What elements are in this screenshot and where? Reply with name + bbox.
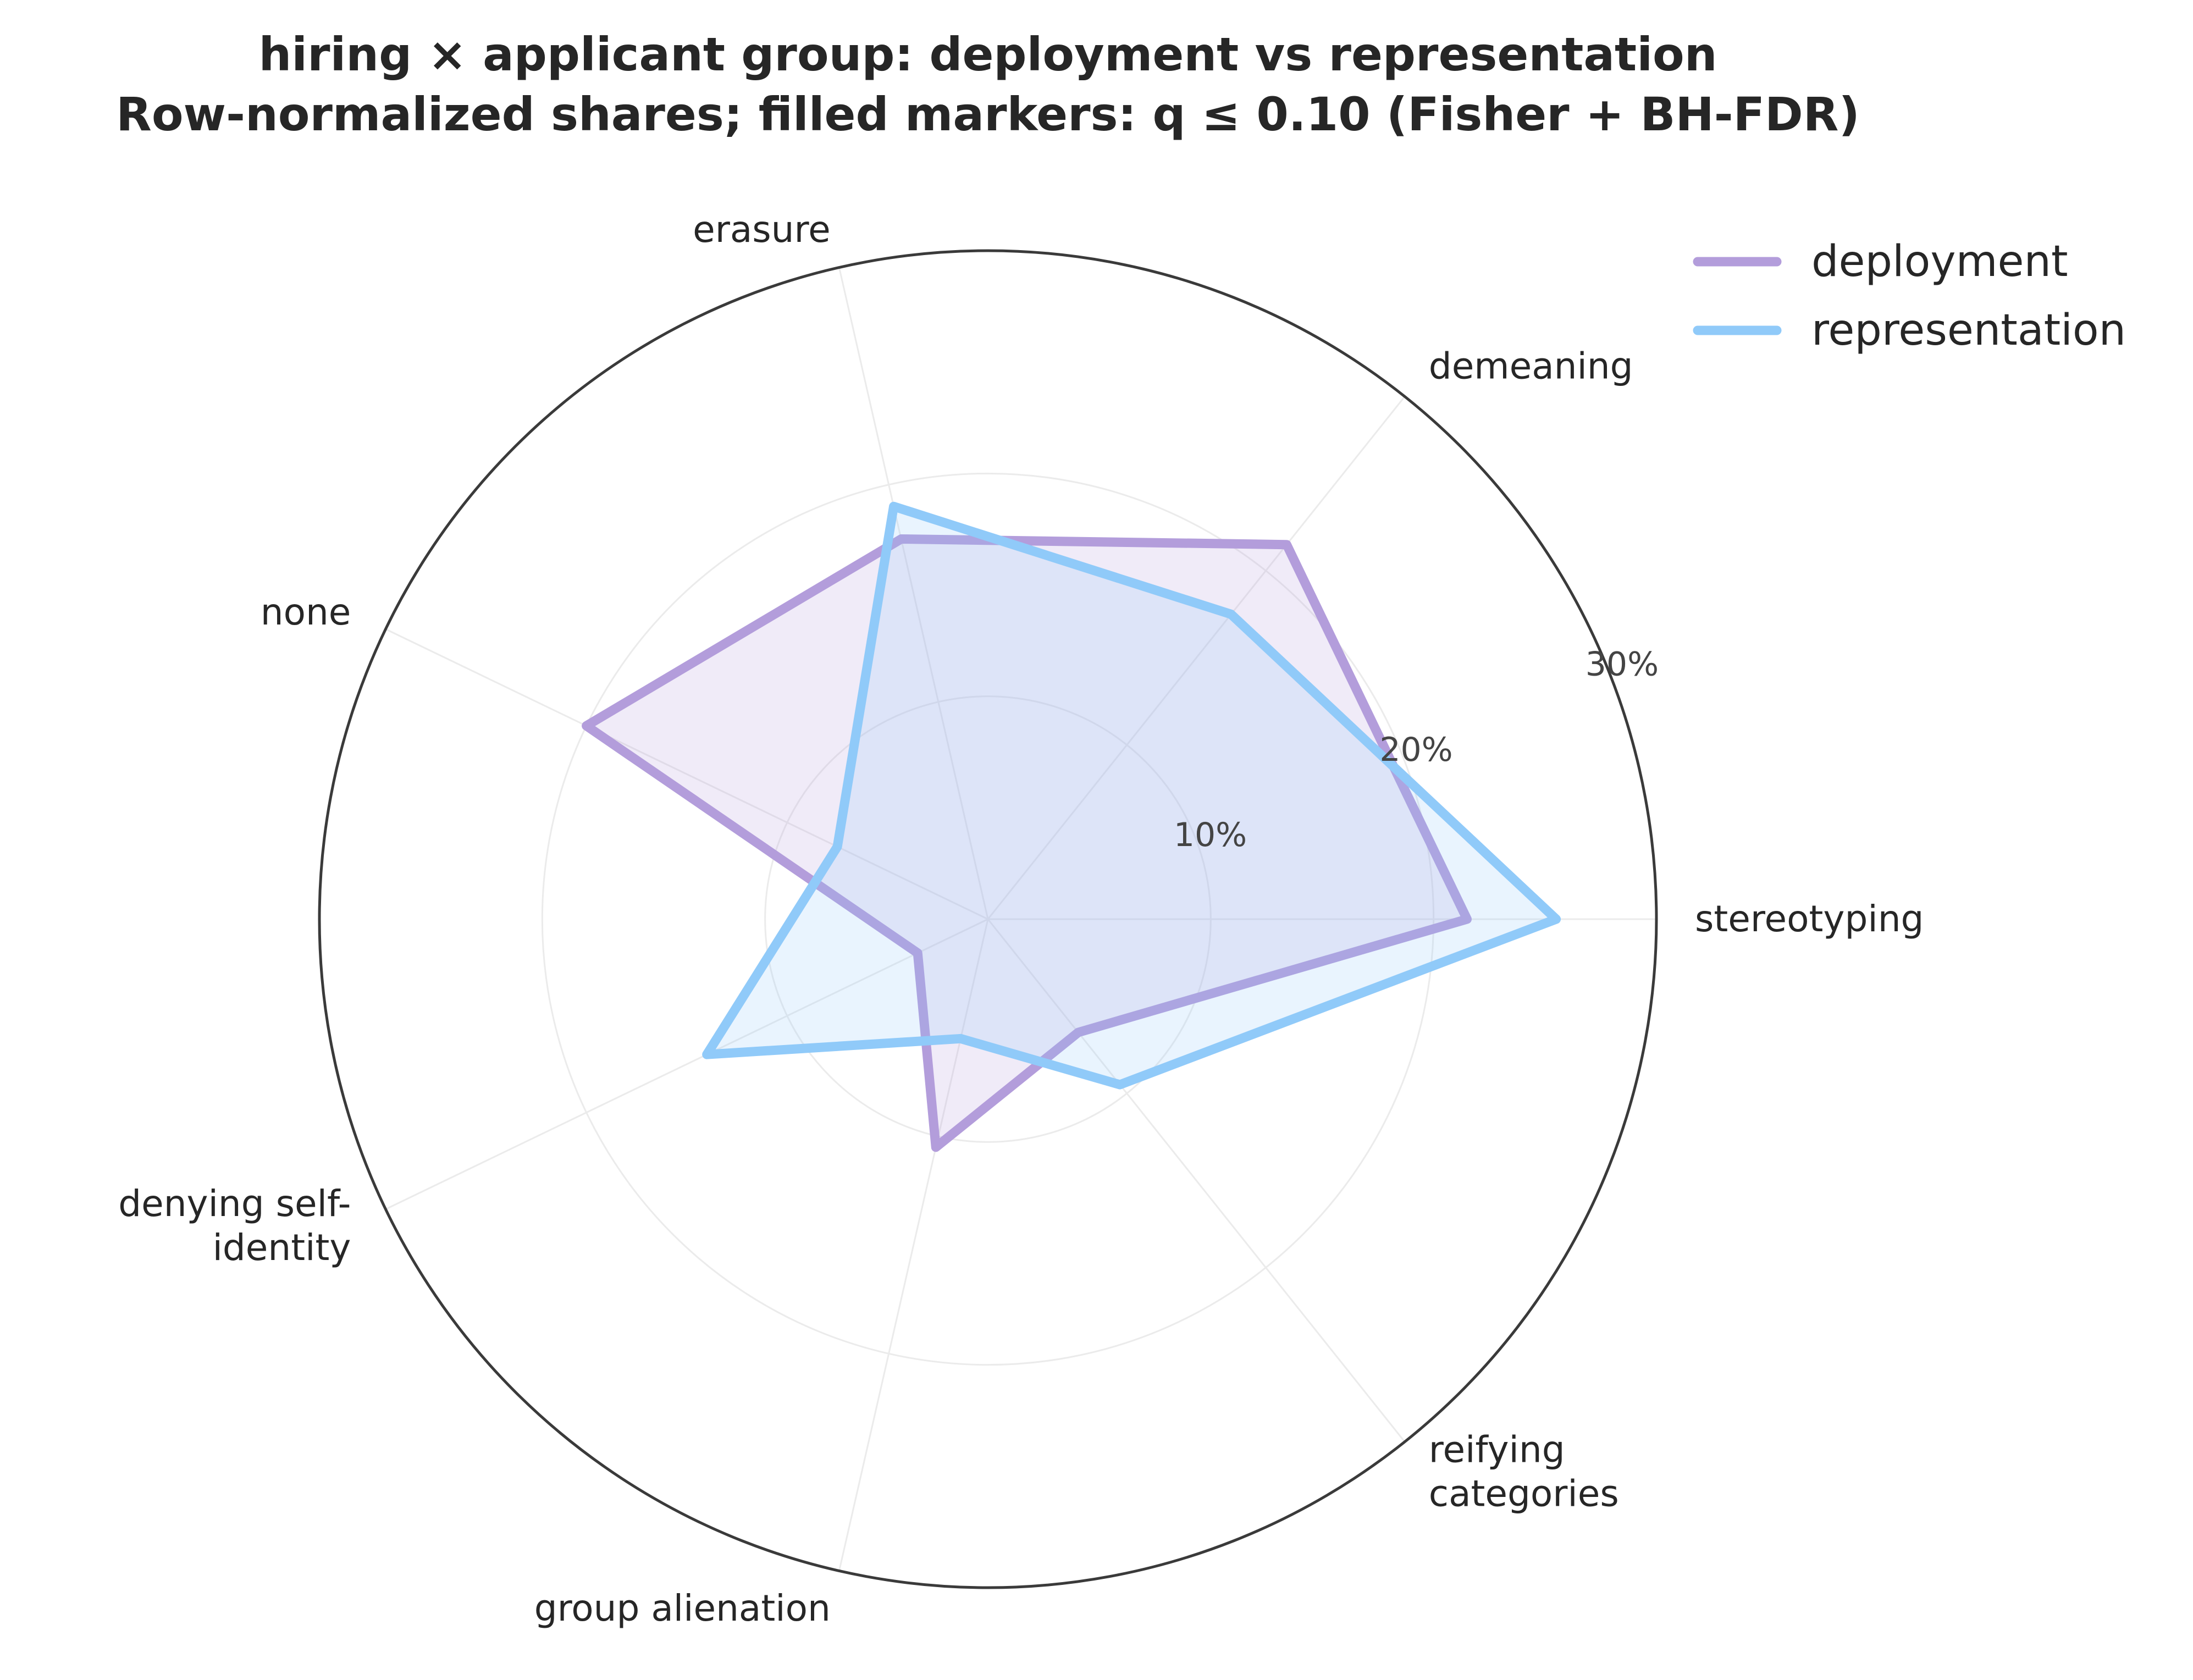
radar-spoke	[987, 396, 1406, 920]
radar-spoke	[385, 628, 988, 920]
radar-spoke	[385, 918, 988, 1210]
axis-label-none: none	[261, 591, 351, 633]
chart-title: hiring × applicant group: deployment vs …	[258, 27, 1717, 81]
axis-label-reifying-categories: reifying categories	[1429, 1428, 1619, 1515]
radar-grid-circle	[764, 695, 1212, 1143]
radar-series	[582, 501, 1561, 1152]
legend-label-deployment: deployment	[1811, 237, 2068, 286]
axis-label-demeaning: demeaning	[1429, 345, 1633, 388]
r-tick-label: 10%	[1174, 816, 1247, 854]
legend: deployment representation	[1693, 237, 2126, 355]
axis-label-stereotyping: stereotyping	[1695, 898, 1924, 940]
radar-grid-circle	[541, 472, 1435, 1366]
axis-label-denying-self-identity: denying self-identity	[118, 1182, 351, 1269]
radar-outer-frame	[318, 249, 1658, 1589]
series-line-representation	[702, 501, 1561, 1090]
category-labels: stereotyping demeaning erasure none denying …	[118, 208, 1924, 1629]
legend-label-representation: representation	[1811, 306, 2126, 355]
r-tick-label: 30%	[1586, 645, 1659, 684]
series-line-deployment	[582, 534, 1472, 1152]
radar-spoke	[838, 267, 989, 920]
radar-grid	[318, 249, 1658, 1589]
series-area-representation	[706, 506, 1556, 1085]
radial-tick-labels: 10% 20% 30%	[1174, 645, 1659, 854]
radar-spoke	[838, 919, 989, 1571]
radar-spoke	[987, 919, 1406, 1443]
axis-label-group-alienation: group alienation	[534, 1587, 831, 1629]
axis-label-erasure: erasure	[693, 208, 831, 251]
r-tick-label: 20%	[1379, 731, 1452, 769]
series-area-deployment	[586, 539, 1467, 1147]
chart-subtitle: Row-normalized shares; filled markers: q…	[116, 87, 1860, 141]
